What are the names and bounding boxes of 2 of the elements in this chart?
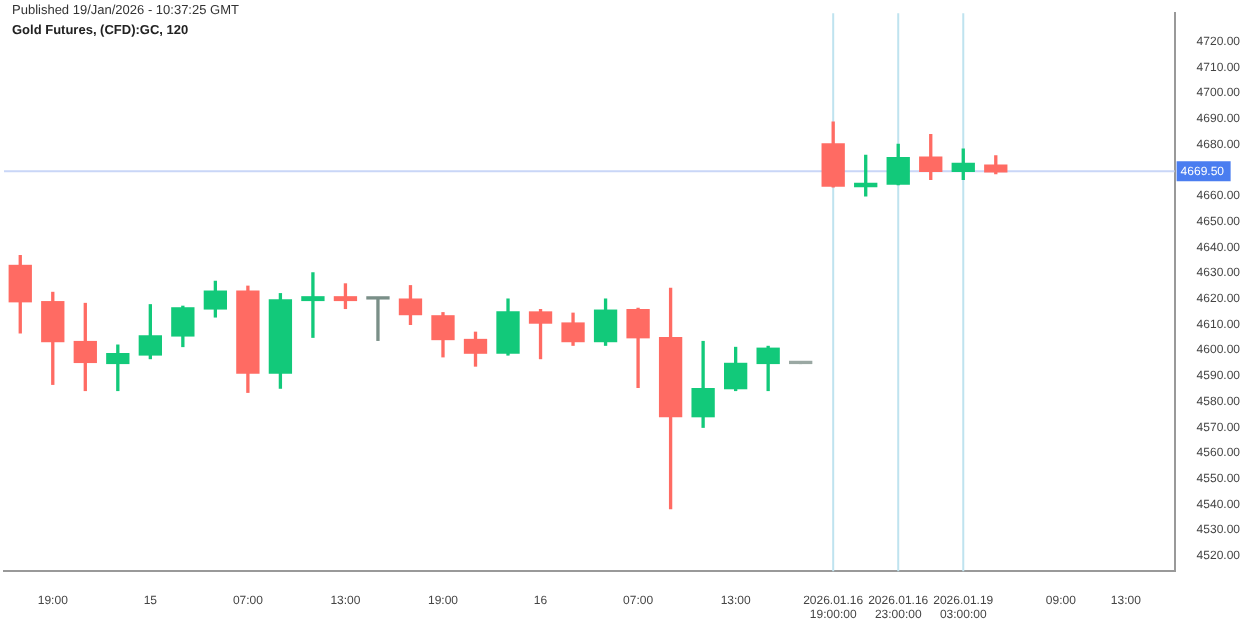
candlestick [366,296,390,341]
candlestick [301,272,325,338]
